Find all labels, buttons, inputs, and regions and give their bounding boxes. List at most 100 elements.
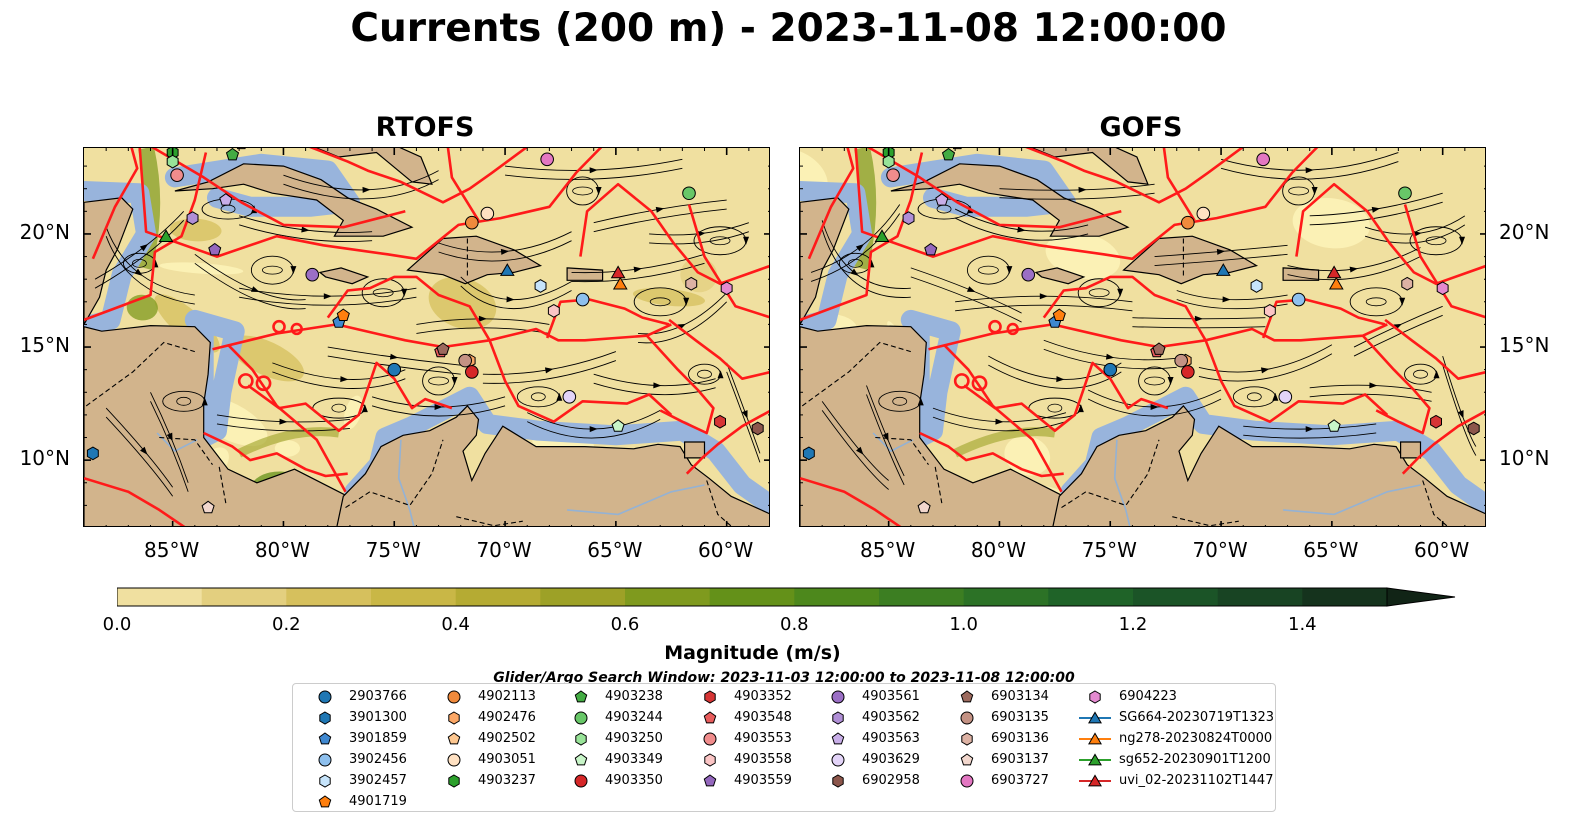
lon-tick-label: 85°W [144, 538, 200, 562]
legend-label: ng278-20230824T0000 [1119, 731, 1273, 746]
legend-label: 4903051 [478, 752, 536, 767]
legend-marker-icon [318, 753, 332, 767]
legend-label: 6903727 [991, 773, 1049, 788]
lat-tick-label: 15°N [19, 333, 70, 358]
figure-title: Currents (200 m) - 2023-11-08 12:00:00 [350, 6, 1227, 51]
panel-title-gofs: GOFS [1099, 112, 1183, 143]
legend-triangle-icon [1088, 711, 1102, 724]
colorbar-tick-label: 0.6 [610, 614, 640, 635]
legend-marker-icon [703, 774, 717, 787]
legend-label: 4903562 [862, 710, 920, 725]
colorbar-title: Magnitude (m/s) [664, 642, 841, 664]
float-marker-3902457 [534, 279, 547, 293]
glider-marker-SG664-20230719T1323 [499, 263, 515, 276]
float-marker-3901300 [86, 446, 99, 461]
float-marker-4903051 [480, 206, 495, 221]
float-marker-4903238 [941, 148, 956, 161]
float-marker-4901719 [336, 308, 350, 321]
lat-tick-label: 10°N [19, 446, 70, 471]
legend-marker-icon [574, 711, 588, 725]
legend-label: uvi_02-20231102T1447 [1119, 773, 1274, 788]
legend-label: 3901859 [349, 731, 407, 746]
colorbar-tick-label: 1.0 [949, 614, 978, 635]
legend-label: 6903136 [991, 731, 1049, 746]
legend-pentagon-icon [703, 774, 717, 787]
legend-triangle-icon [1088, 732, 1102, 745]
legend-marker-icon [319, 711, 331, 725]
glider-marker-sg652-20230901T1200 [158, 229, 174, 242]
legend-label: 3901300 [349, 710, 407, 725]
float-marker-4903629 [562, 390, 577, 404]
colorbar-tick-label: 0.0 [102, 614, 132, 635]
legend-label: 4902113 [478, 689, 536, 704]
legend-label: 6904223 [1119, 689, 1177, 704]
float-marker-4903562 [186, 211, 199, 225]
legend-label: 4903237 [478, 773, 536, 788]
float-marker-4903349 [1327, 419, 1341, 432]
colorbar-tick-label: 1.2 [1118, 614, 1148, 635]
legend-pentagon-icon [960, 753, 974, 766]
glider-marker-uvi_02-20231102T1447 [1326, 265, 1342, 279]
float-marker-4902113 [1181, 215, 1195, 230]
float-marker-3902457 [1250, 279, 1263, 293]
float-marker-4901719 [1052, 308, 1066, 321]
float-marker-4903244 [1398, 186, 1412, 201]
legend-marker-icon [960, 774, 974, 788]
lon-tick-label: 65°W [1303, 538, 1359, 562]
legend-marker-icon [1079, 732, 1111, 745]
legend-pentagon-icon [318, 732, 332, 745]
legend-hexagon-icon [704, 690, 716, 704]
legend-label: 4903352 [734, 689, 792, 704]
float-marker-6903135 [458, 353, 472, 368]
float-marker-4902502 [236, 148, 246, 150]
lon-tick-label: 60°W [698, 538, 754, 562]
float-marker-4903558 [547, 304, 560, 318]
legend-label: 3902456 [349, 752, 407, 767]
legend-circle-icon [831, 753, 845, 767]
legend-circle-icon [447, 690, 461, 704]
legend-marker-icon [832, 711, 844, 725]
legend-pentagon-icon [574, 690, 588, 703]
legend-hexagon-icon [319, 774, 331, 788]
float-marker-4903561 [1021, 267, 1036, 282]
float-marker-6904223 [1436, 281, 1449, 296]
float-marker-4903352 [1430, 414, 1442, 429]
lat-tick-label: 10°N [1499, 446, 1550, 471]
legend-marker-icon [448, 711, 460, 725]
float-marker-6904223 [720, 281, 733, 296]
float-marker-4903349 [611, 419, 625, 432]
lon-tick-label: 70°W [476, 538, 532, 562]
lon-tick-label: 70°W [1192, 538, 1248, 562]
float-marker-4903562 [902, 211, 915, 225]
legend-marker-icon [703, 732, 717, 746]
legend-label: 4901719 [349, 794, 407, 809]
legend-label: 6903134 [991, 689, 1049, 704]
legend-label: 4903563 [862, 731, 920, 746]
map-panel-rtofs[interactable] [83, 147, 770, 527]
legend-marker-icon [1089, 690, 1101, 704]
legend-label: sg652-20230901T1200 [1119, 752, 1271, 767]
float-marker-6903136 [1401, 276, 1414, 291]
legend-marker-icon [574, 774, 588, 788]
legend-marker-icon [574, 690, 588, 703]
map-canvas-rtofs [84, 148, 769, 526]
float-marker-3902456 [1291, 292, 1306, 307]
legend-hexagon-icon [319, 711, 331, 725]
glider-marker-ng278-20230824T0000 [612, 276, 628, 290]
float-marker-4903561 [305, 267, 320, 282]
float-marker-6903727 [540, 152, 554, 167]
legend-pentagon-icon [703, 711, 717, 724]
float-marker-4903563 [935, 193, 949, 206]
lat-tick-label: 20°N [19, 219, 70, 244]
float-marker-4903558 [1263, 304, 1276, 318]
legend-label: 4903553 [734, 731, 792, 746]
lon-tick-label: 80°W [254, 538, 311, 562]
legend-pentagon-icon [318, 795, 332, 808]
legend-hexagon-icon [961, 732, 973, 746]
map-panel-gofs[interactable] [799, 147, 1486, 527]
legend-hexagon-icon [832, 711, 844, 725]
float-marker-4902502 [952, 148, 962, 150]
float-marker-4903629 [1278, 390, 1293, 404]
legend-pentagon-icon [447, 732, 461, 745]
lat-tick-label: 20°N [1499, 219, 1550, 244]
